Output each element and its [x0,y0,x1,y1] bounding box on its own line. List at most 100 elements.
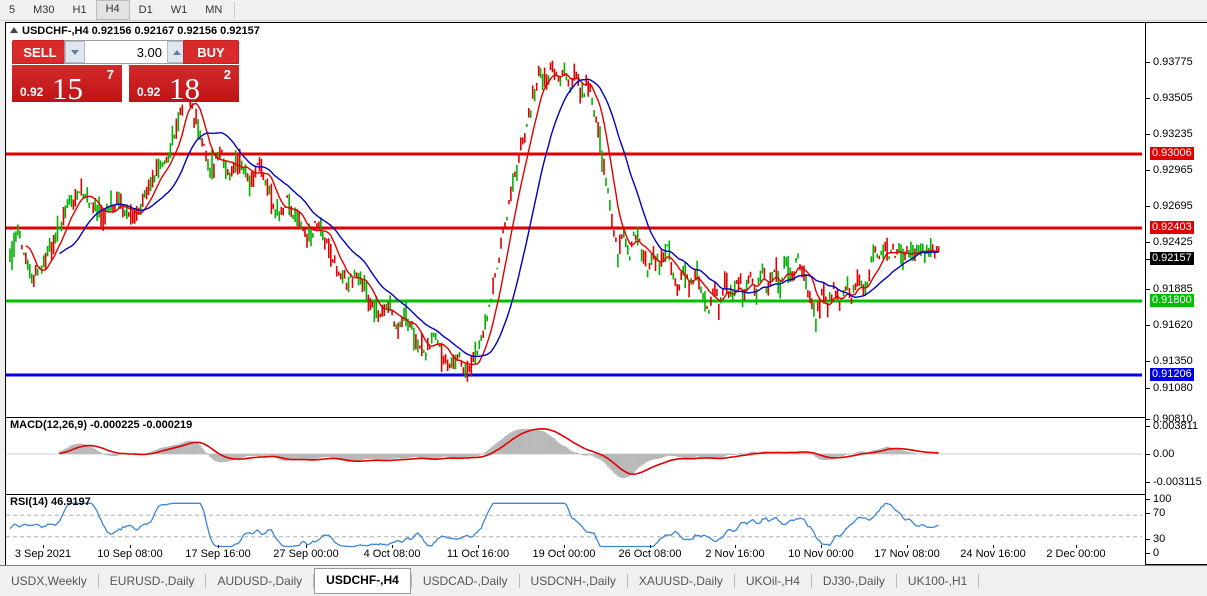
macd-tick: 0.003811 [1146,420,1207,432]
symbol-tab-uk100-h1[interactable]: UK100-,H1 [907,574,968,588]
timeframe-mn[interactable]: MN [205,4,223,16]
price-tag-red: 0.92403 [1150,221,1194,234]
symbol-tab-usdcnh-daily[interactable]: USDCNH-,Daily [530,574,616,588]
date-label: 10 Nov 00:00 [788,548,854,560]
volume-stepper[interactable]: 3.00 [64,40,188,64]
volume-decrease-button[interactable] [65,41,85,63]
tab-divider [205,574,207,588]
date-tick [478,545,479,548]
sell-button[interactable]: SELL [12,40,68,64]
symbol-tab-usdx-weekly[interactable]: USDX,Weekly [11,574,87,588]
timeframe-w1[interactable]: W1 [170,4,188,16]
rsi-tick: 100 [1146,493,1207,505]
rsi-tick: 70 [1146,507,1207,519]
sell-price-prefix: 0.92 [20,85,44,99]
price-scale[interactable]: 0.93775 0.93505 0.93235 0.92965 0.92695 0.924… [1145,22,1207,565]
symbol-tab-dj30-daily[interactable]: DJ30-,Daily [822,574,885,588]
rsi-pane[interactable] [6,495,1203,565]
buy-button[interactable]: BUY [183,40,239,64]
date-label: 2 Dec 00:00 [1046,548,1106,560]
collapse-icon[interactable] [10,27,18,33]
timeframe-5[interactable]: 5 [9,4,16,16]
timeframe-m30[interactable]: M30 [33,4,55,16]
macd-plot [6,418,1203,494]
tab-divider [626,574,628,588]
rsi-tick: 0 [1146,547,1207,559]
price-tag-black: 0.92157 [1150,252,1194,265]
date-tick [43,545,44,548]
tab-divider [313,574,315,588]
symbol-tab-ukoil-h4[interactable]: UKOil-,H4 [745,574,800,588]
date-tick [218,545,219,548]
tab-divider [895,574,897,588]
date-label: 2 Nov 16:00 [705,548,765,560]
timeframe-h4[interactable]: H4 [95,0,130,20]
symbol-tab-xauusd-daily[interactable]: XAUUSD-,Daily [638,574,723,588]
symbol-tab-audusd-daily[interactable]: AUDUSD-,Daily [217,574,303,588]
symbol-tab-usdchf-h4[interactable]: USDCHF-,H4 [314,568,411,594]
price-tick: 0.92695 [1146,200,1207,212]
price-tick: 0.92425 [1146,236,1207,248]
date-label: 24 Nov 16:00 [960,548,1026,560]
price-tick: 0.93235 [1146,128,1207,140]
price-tag-green: 0.91800 [1150,294,1194,307]
macd-tick: -0.003115 [1146,476,1207,488]
date-label: 3 Sep 2021 [14,548,72,560]
one-click-trading-panel[interactable]: SELL 3.00 BUY 0.92 15 [12,40,239,106]
price-tick: 0.92965 [1146,164,1207,176]
timeframe-d1[interactable]: D1 [138,4,153,16]
date-tick [564,545,565,548]
buy-price-box[interactable]: 0.92 18 2 [129,65,239,106]
sell-price-box[interactable]: 0.92 15 7 [12,65,122,106]
price-tick: 0.90810 [1146,413,1207,425]
price-tick: 0.91350 [1146,355,1207,367]
date-tick [907,545,908,548]
toolbar-divider [234,2,236,18]
chart-window[interactable]: USDCHF-,H4 0.92156 0.92167 0.92156 0.921… [5,22,1203,565]
macd-pane[interactable] [6,418,1203,494]
chart-inner: USDCHF-,H4 0.92156 0.92167 0.92156 0.921… [6,23,1203,565]
sell-price-main: 15 [52,71,83,106]
price-tick: 0.91885 [1146,283,1207,295]
oct-top-row: SELL 3.00 BUY [12,40,239,66]
buy-price-fraction: 2 [223,67,231,82]
buy-price-main: 18 [169,71,200,106]
buy-price-prefix: 0.92 [137,85,161,99]
rsi-tick: 30 [1146,533,1207,545]
date-tick [306,545,307,548]
tab-divider [97,574,99,588]
chevron-up-icon [173,49,181,55]
price-tick: 0.91080 [1146,382,1207,394]
rsi-label: RSI(14) 46.9197 [10,496,91,508]
price-tick: 0.93775 [1146,56,1207,68]
pane-divider-2 [6,494,1203,495]
macd-tick: 0.00 [1146,448,1207,460]
sell-price-fraction: 7 [106,67,114,82]
symbol-tab-bar: USDX,Weekly EURUSD-,Daily AUDUSD-,Daily USD… [0,565,1207,596]
date-tick [821,545,822,548]
date-tick [130,545,131,548]
timeframe-h1[interactable]: H1 [72,4,87,16]
price-tag-blue: 0.91206 [1150,368,1194,381]
macd-label: MACD(12,26,9) -0.000225 -0.000219 [10,419,193,431]
ohlc-text: USDCHF-,H4 0.92156 0.92167 0.92156 0.921… [22,25,260,37]
pane-divider-1 [6,417,1203,418]
tab-divider [810,574,812,588]
date-label: 17 Nov 08:00 [874,548,940,560]
date-tick [993,545,994,548]
date-tick [1076,545,1077,548]
date-label: 27 Sep 00:00 [273,548,339,560]
timeframe-toolbar: 5 M30 H1 H4 D1 W1 MN [0,0,1207,21]
tab-divider [518,574,520,588]
symbol-tab-eurusd-daily[interactable]: EURUSD-,Daily [109,574,195,588]
volume-input[interactable]: 3.00 [85,41,167,63]
date-label: 17 Sep 16:00 [185,548,251,560]
price-tick: 0.91620 [1146,319,1207,331]
symbol-tab-usdcad-daily[interactable]: USDCAD-,Daily [422,574,508,588]
date-axis: 3 Sep 2021 10 Sep 08:00 17 Sep 16:00 27 Sep… [5,545,1142,564]
date-label: 19 Oct 00:00 [532,548,596,560]
date-tick [650,545,651,548]
price-tag-red: 0.93006 [1150,147,1194,160]
price-plot[interactable] [6,23,1203,417]
